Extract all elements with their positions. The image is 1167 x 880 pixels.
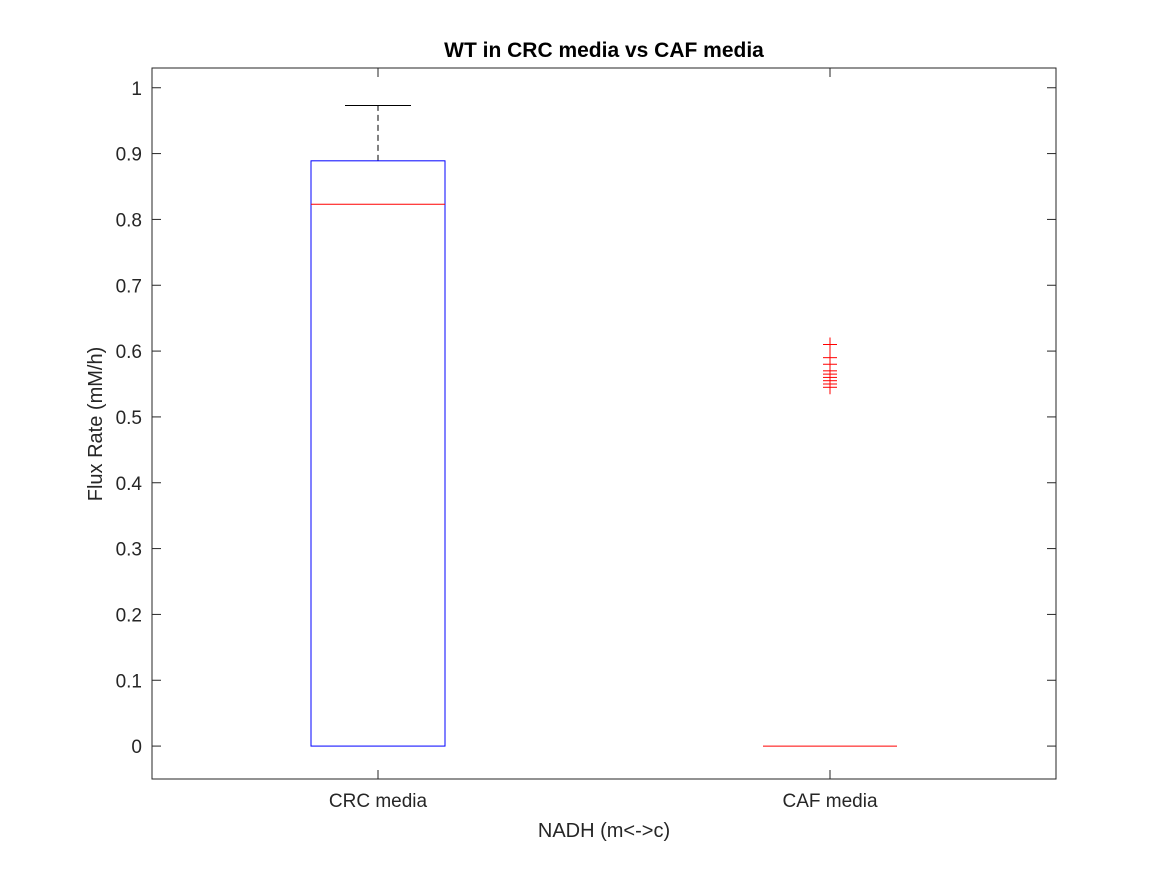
x-tick-label: CRC media <box>329 791 428 812</box>
outlier-marker <box>823 380 837 395</box>
outlier-marker <box>823 337 837 352</box>
y-axis-label: Flux Rate (mM/h) <box>85 347 107 501</box>
y-tick-label: 0.5 <box>116 408 142 429</box>
y-tick-label: 0.7 <box>116 276 142 297</box>
y-tick-label: 0.1 <box>116 671 142 692</box>
x-tick-label: CAF media <box>782 791 877 812</box>
y-tick-label: 0.6 <box>116 342 142 363</box>
y-tick-label: 0 <box>131 737 142 758</box>
y-tick-label: 0.3 <box>116 540 142 561</box>
x-axis-label: NADH (m<->c) <box>538 820 670 842</box>
y-tick-label: 0.9 <box>116 145 142 166</box>
y-tick-label: 0.4 <box>116 474 143 495</box>
y-tick-label: 0.8 <box>116 210 142 231</box>
plot-area-frame <box>151 67 1057 780</box>
y-tick-label: 1 <box>131 79 142 100</box>
box-iqr <box>310 160 446 747</box>
y-tick-label: 0.2 <box>116 605 142 626</box>
chart-title: WT in CRC media vs CAF media <box>444 39 764 62</box>
axis-ticks: 0 0.1 0.2 0.3 0.4 0.5 0.6 0.7 0.8 0.9 1 CRC media CA… <box>116 68 1056 812</box>
box-marks <box>310 105 897 747</box>
